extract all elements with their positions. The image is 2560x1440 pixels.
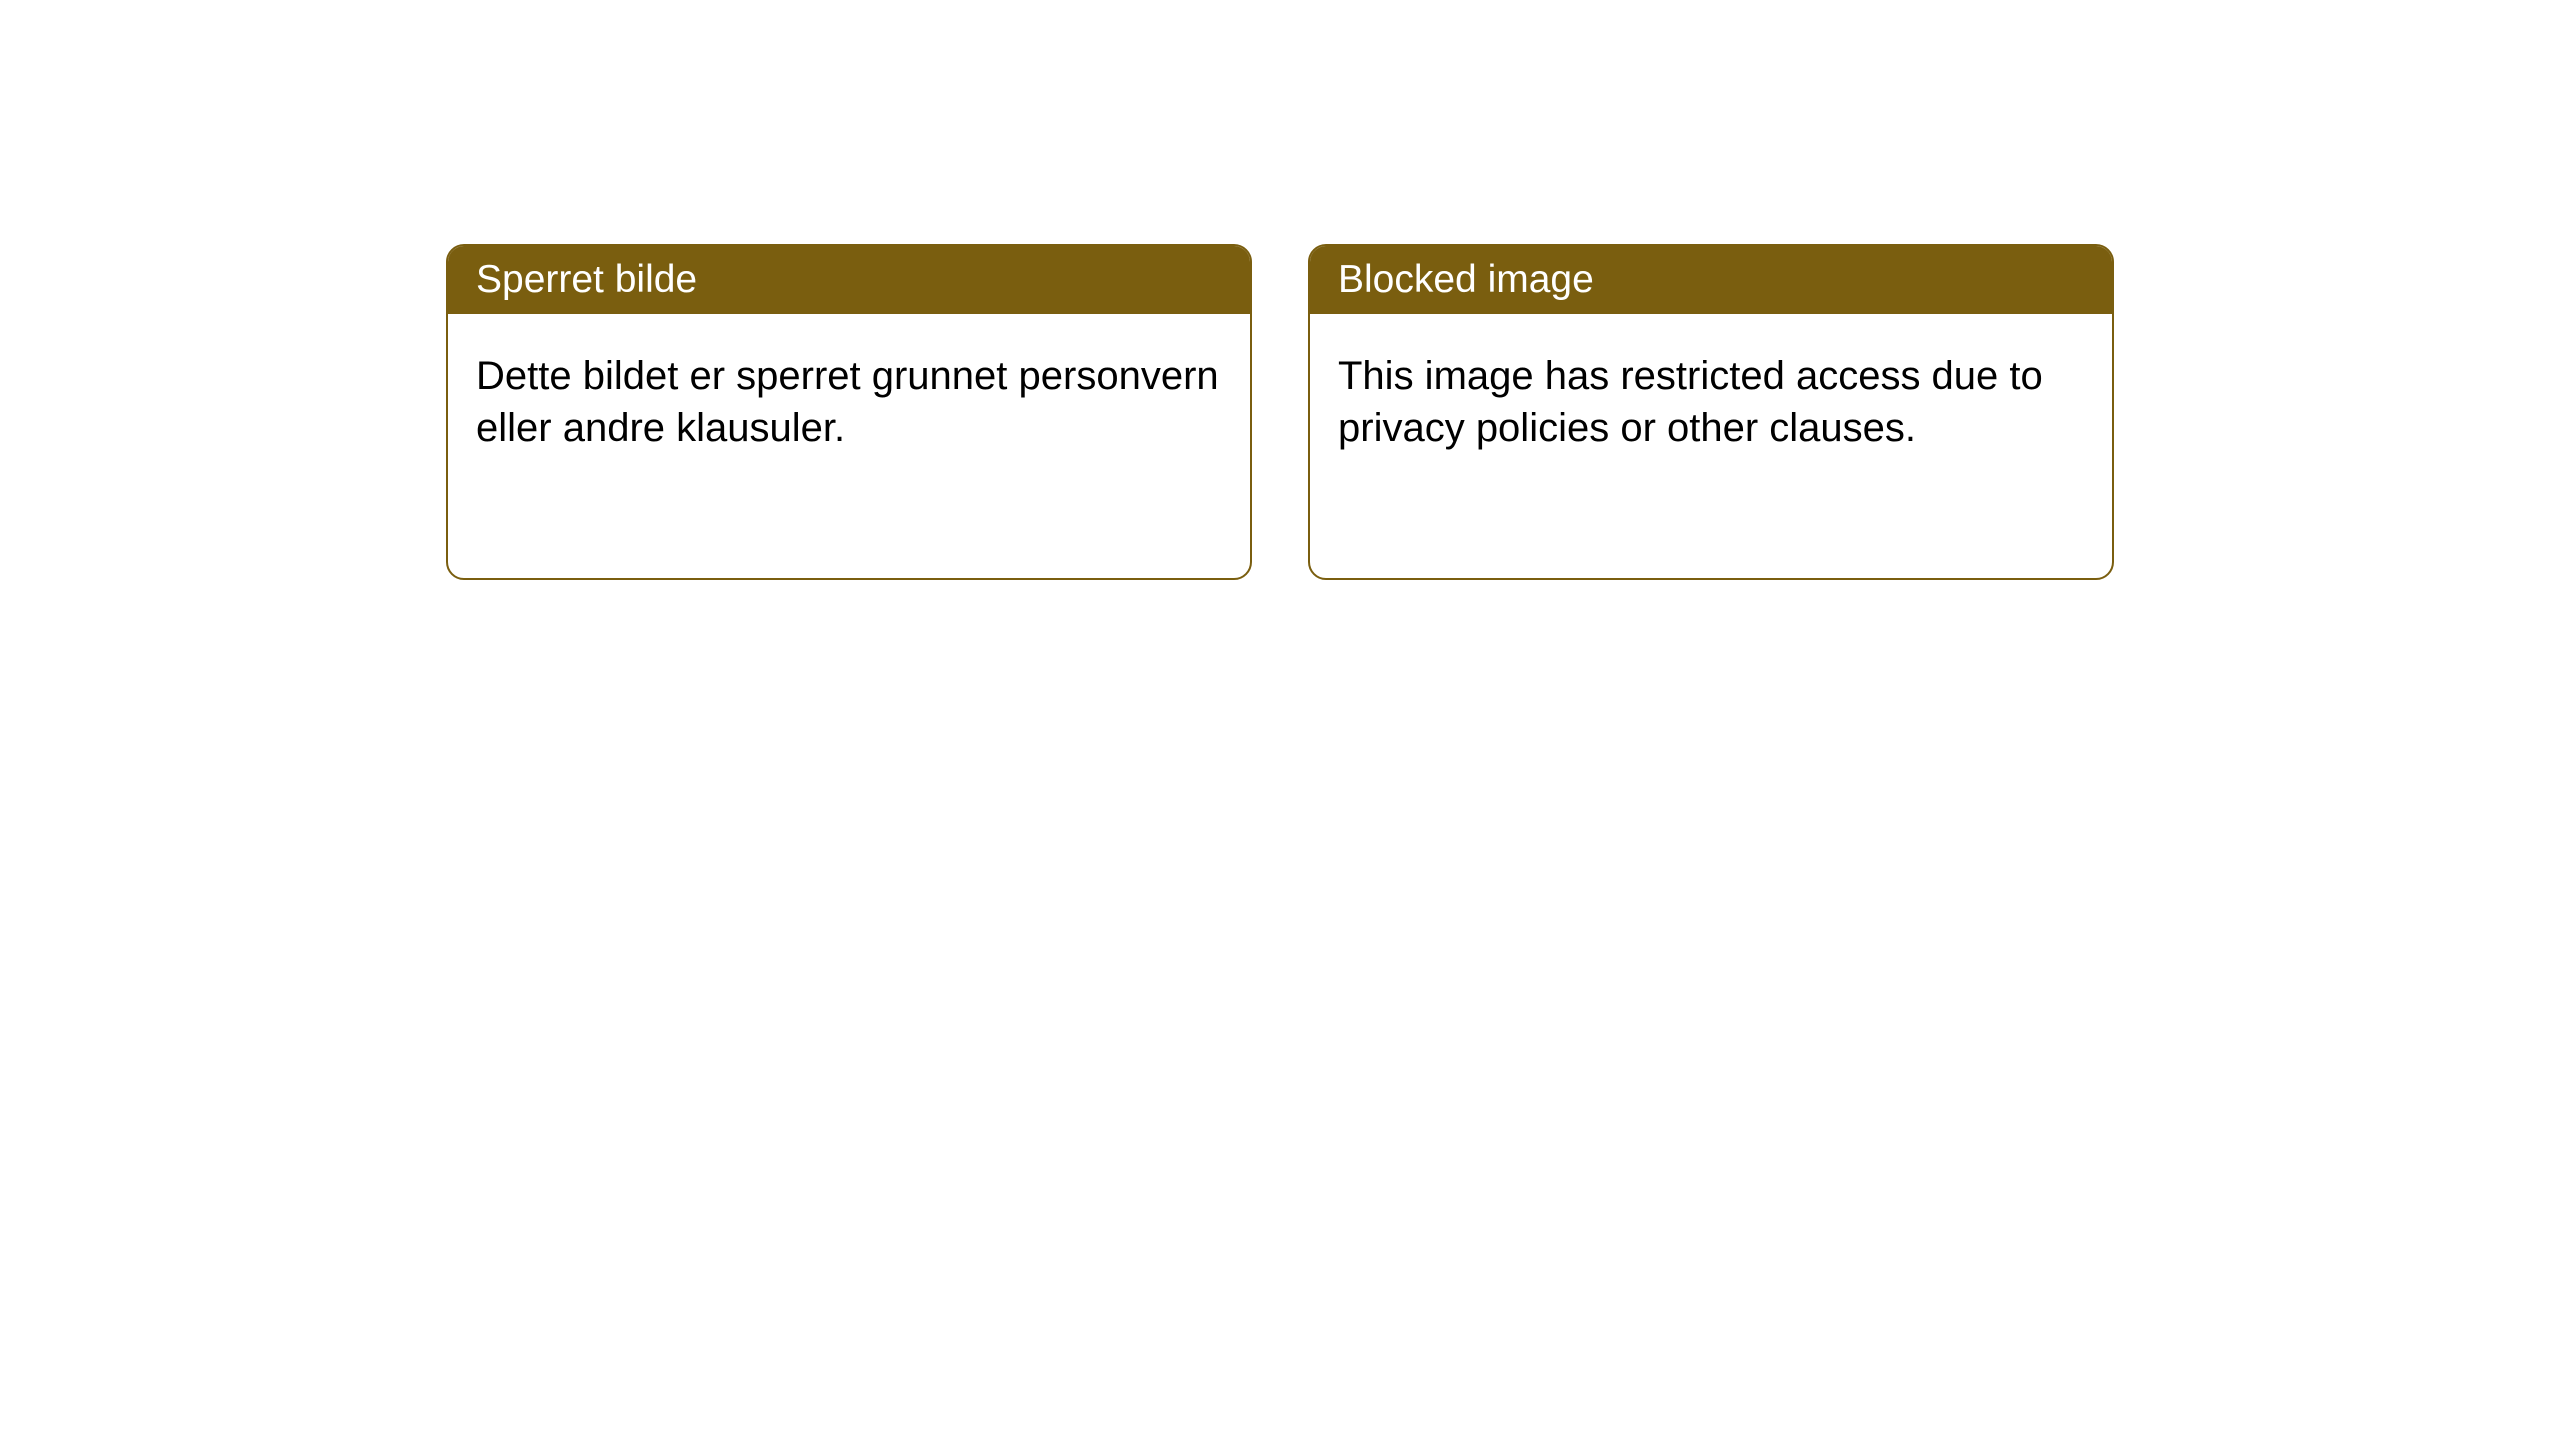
card-body: This image has restricted access due to … bbox=[1310, 314, 2112, 490]
card-header: Sperret bilde bbox=[448, 246, 1250, 314]
card-header: Blocked image bbox=[1310, 246, 2112, 314]
notice-cards-container: Sperret bilde Dette bildet er sperret gr… bbox=[0, 0, 2560, 580]
card-body: Dette bildet er sperret grunnet personve… bbox=[448, 314, 1250, 490]
notice-card-english: Blocked image This image has restricted … bbox=[1308, 244, 2114, 580]
notice-card-norwegian: Sperret bilde Dette bildet er sperret gr… bbox=[446, 244, 1252, 580]
